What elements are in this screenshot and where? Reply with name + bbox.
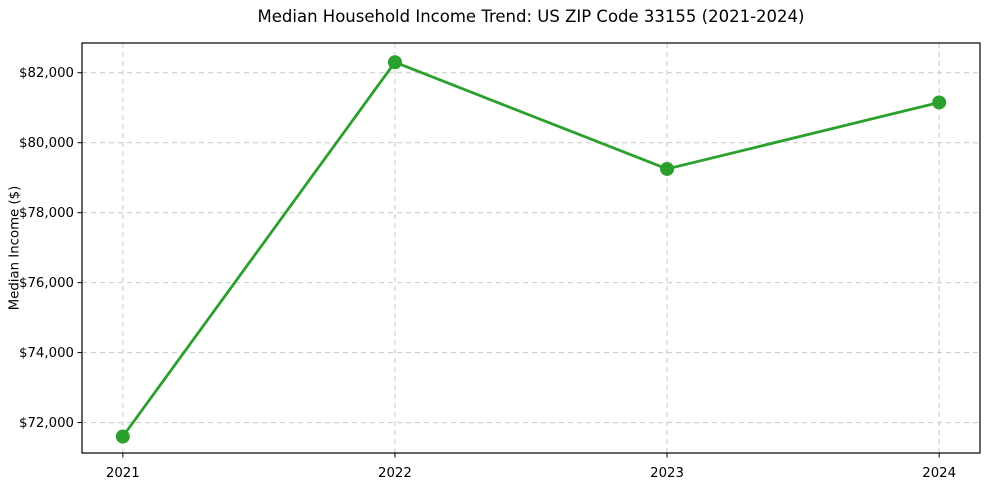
data-point-marker <box>387 55 402 70</box>
trend-line <box>121 60 941 438</box>
y-tick-label: $80,000 <box>19 136 74 151</box>
data-point-marker <box>660 161 675 176</box>
chart-title: Median Household Income Trend: US ZIP Co… <box>257 7 805 26</box>
x-tick-label: 2024 <box>922 466 956 481</box>
x-tick-label: 2023 <box>650 466 684 481</box>
y-tick-label: $82,000 <box>19 66 74 81</box>
x-tick-label: 2021 <box>106 466 140 481</box>
y-tick-label: $76,000 <box>19 276 74 291</box>
plot-border <box>81 42 981 454</box>
y-tick-label: $74,000 <box>19 346 74 361</box>
y-tick-label: $72,000 <box>19 416 74 431</box>
data-point-marker <box>115 429 130 444</box>
y-tick-label: $78,000 <box>19 206 74 221</box>
x-tick-label: 2022 <box>378 466 412 481</box>
data-point-marker <box>932 95 947 110</box>
